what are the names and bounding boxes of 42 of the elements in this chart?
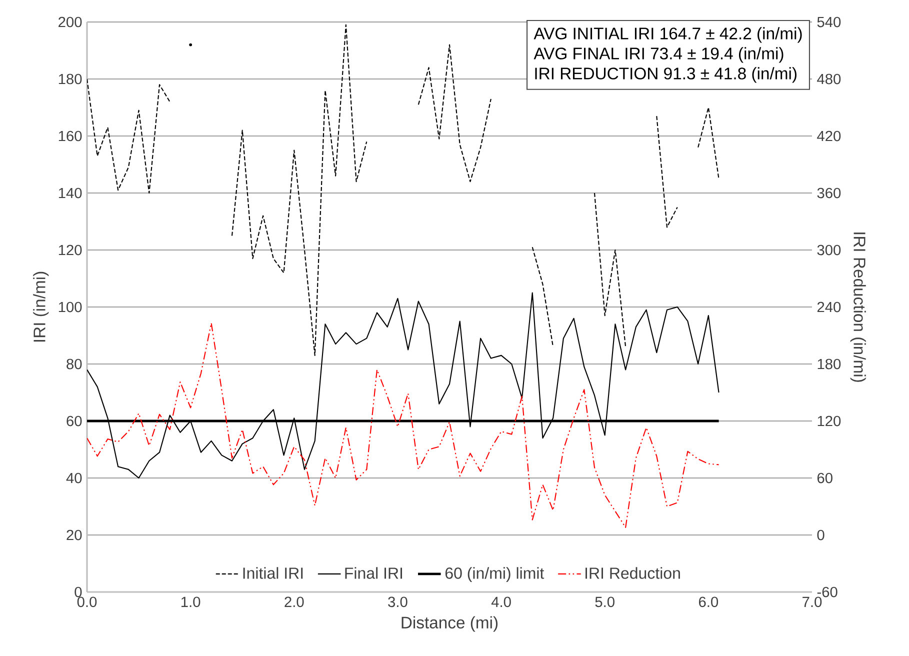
x-tick-label: 3.0: [388, 596, 408, 608]
x-axis-title: Distance (mi): [402, 616, 498, 632]
legend-label: IRI Reduction: [586, 567, 680, 579]
y-tick-label: 120: [58, 244, 82, 256]
y-tick-label: 80: [66, 358, 82, 370]
x-tick-label: 5.0: [595, 596, 614, 608]
x-tick-label: 7.0: [802, 596, 822, 608]
y2-tick-label: -60: [817, 586, 838, 598]
y2-tick-label: 0: [817, 530, 824, 540]
x-tick-label: 1.0: [181, 596, 200, 608]
y-tick-label: 0: [74, 586, 82, 598]
y2-tick-label: 480: [817, 74, 841, 84]
legend-label: 60 (in/mi) limit: [445, 567, 544, 582]
y2-tick-label: 300: [817, 244, 841, 256]
y-tick-label: 140: [58, 188, 82, 198]
y2-tick-label: 120: [818, 416, 841, 426]
line-series: [87, 322, 720, 528]
x-tick-label: 6.0: [698, 596, 718, 608]
y2-tick-label: 360: [817, 188, 841, 198]
y-tick-label: 100: [58, 302, 82, 312]
annotation: AVG INITIAL IRI 164.7 ± 42.2 (in/mi): [534, 27, 802, 43]
y-tick-label: 60: [66, 416, 82, 426]
y2-tick-label: 540: [817, 16, 841, 28]
y2-tick-label: 420: [817, 130, 841, 142]
y-tick-label: 40: [66, 472, 82, 484]
y-tick-label: 20: [66, 530, 82, 540]
y2-tick-label: 240: [817, 302, 841, 312]
legend-label: Final IRI: [345, 567, 402, 579]
y2-tick-label: 60: [817, 472, 832, 484]
y2-axis-title: IRI Reduction (in/mi): [850, 232, 866, 382]
annotation: AVG FINAL IRI 73.4 ± 19.4 (in/mi): [534, 47, 784, 63]
y-axis-title: IRI (in/mi): [33, 272, 49, 342]
y-tick-label: 200: [58, 16, 82, 28]
x-tick-label: 2.0: [284, 596, 304, 608]
x-tick-label: 0.0: [77, 596, 97, 608]
x-tick-label: 4.0: [491, 596, 511, 608]
line-series: [87, 292, 720, 479]
y-tick-label: 180: [58, 74, 82, 84]
y-tick-label: 160: [58, 130, 82, 142]
legend-label: Initial IRI: [243, 567, 303, 579]
annotation: IRI REDUCTION 91.3 ± 41.8 (in/mi): [535, 67, 796, 83]
y2-tick-label: 180: [818, 358, 841, 370]
